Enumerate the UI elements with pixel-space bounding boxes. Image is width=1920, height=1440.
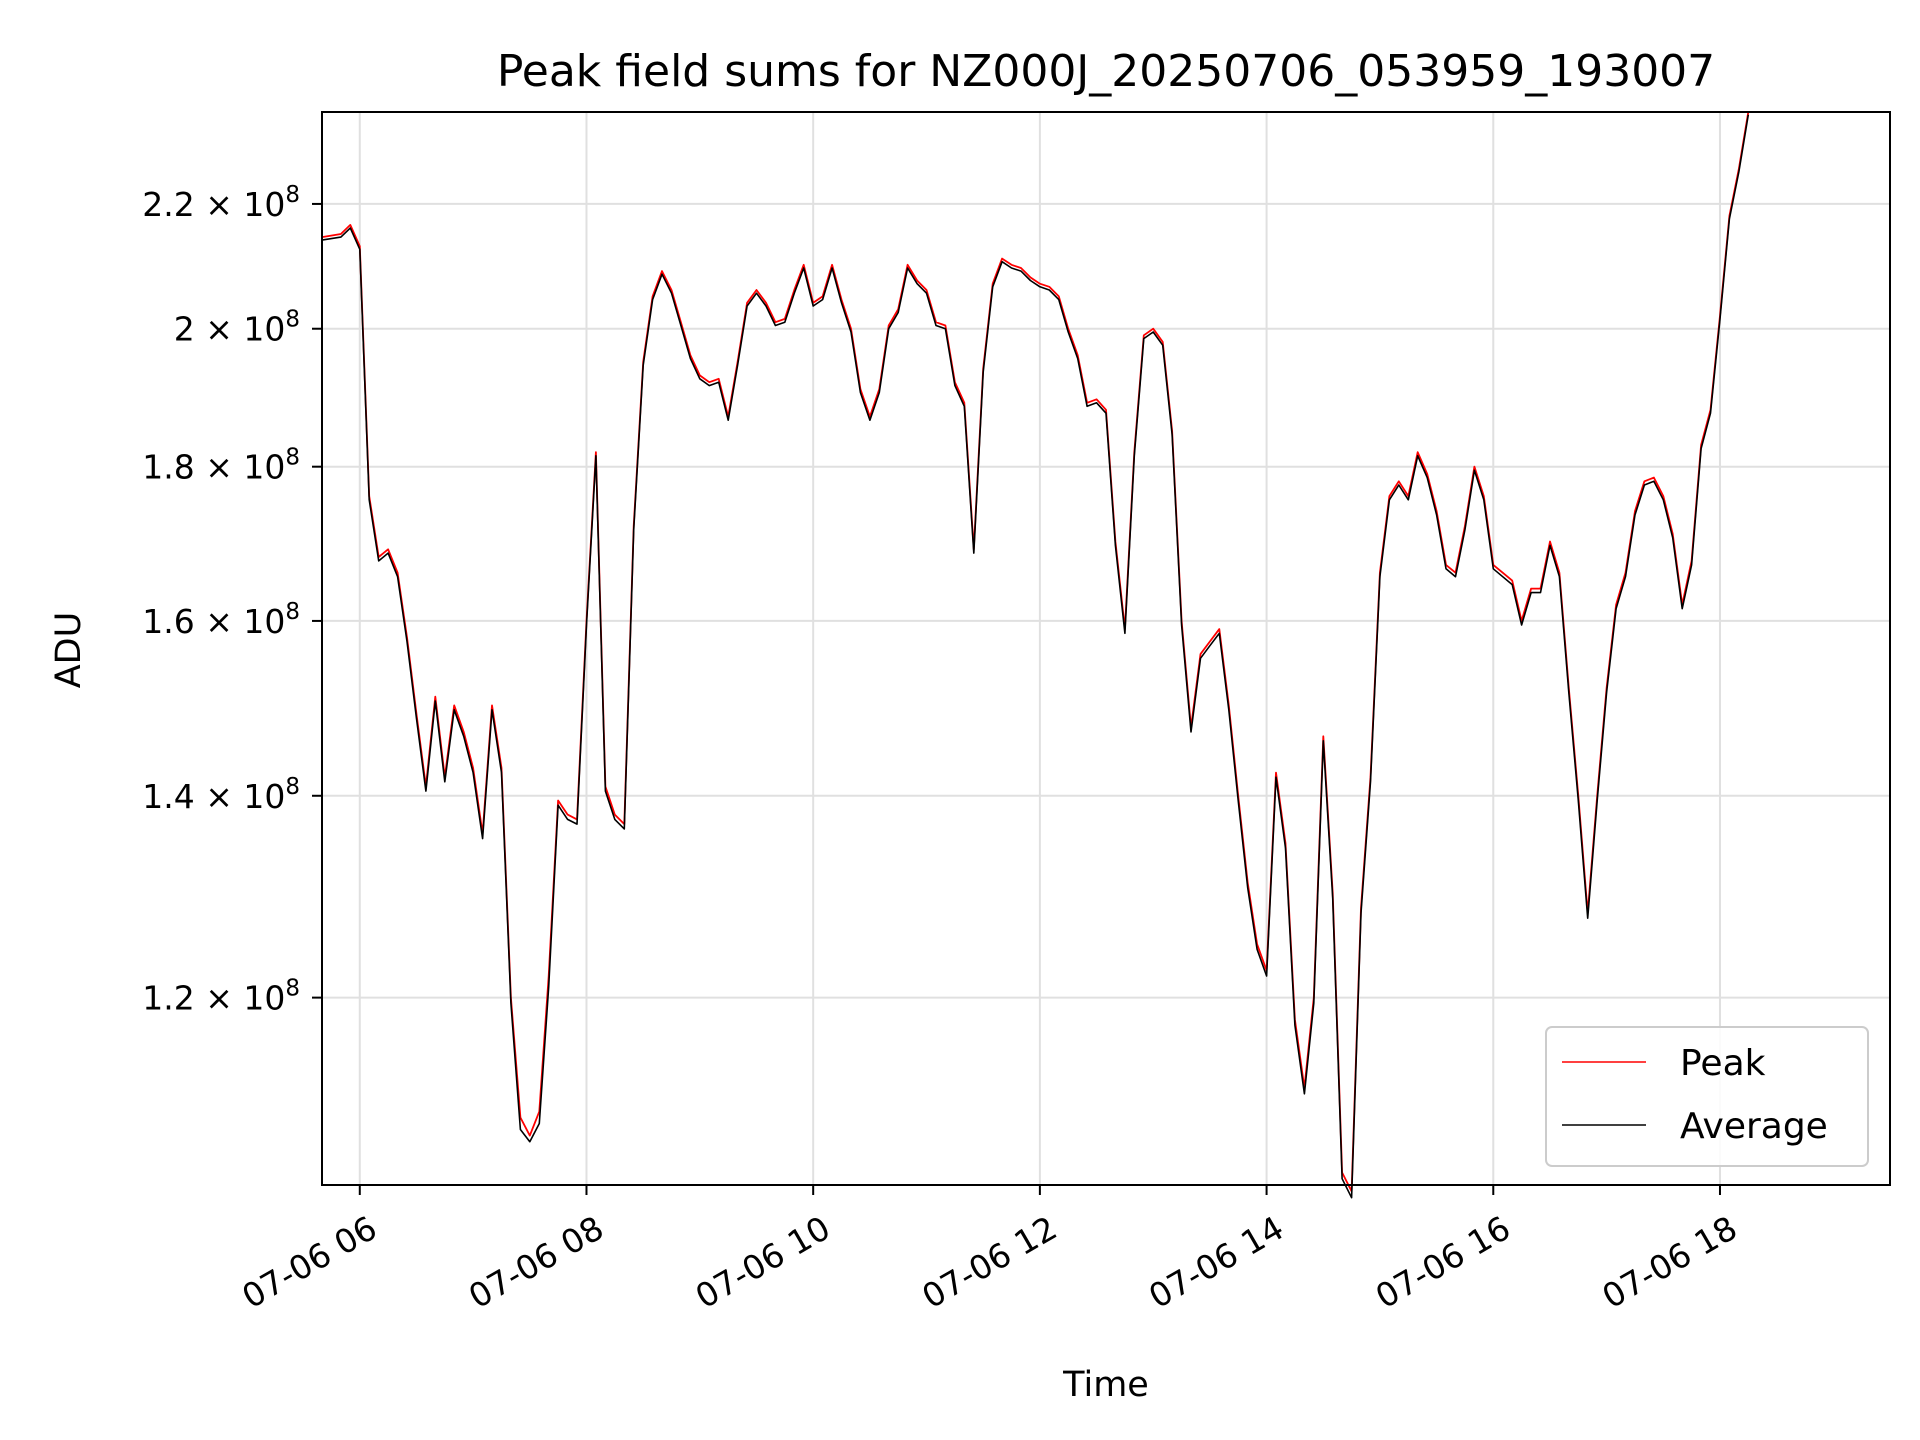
x-axis-label: Time: [1062, 1365, 1149, 1405]
legend: Peak Average: [1545, 1026, 1869, 1167]
legend-label-peak: Peak: [1680, 1043, 1766, 1084]
legend-label-average: Average: [1680, 1106, 1828, 1147]
series-line-average: [321, 114, 1750, 1199]
y-tick-label: 1.6 × 108: [142, 599, 300, 641]
plot-frame: [321, 111, 1891, 1186]
chart-title: Peak field sums for NZ000J_20250706_0539…: [497, 46, 1715, 97]
series-lines: [321, 111, 1750, 1199]
y-axis-label: ADU: [49, 612, 89, 689]
series-line-peak: [321, 111, 1750, 1193]
y-tick-label: 2.2 × 108: [142, 182, 300, 224]
y-tick-label: 1.8 × 108: [142, 445, 300, 487]
y-axis-ticks: 1.2 × 108 1.4 × 108 1.6 × 108 1.8 × 108 2 × …: [142, 182, 322, 1018]
y-tick-label: 2 × 108: [174, 307, 300, 349]
y-tick-label: 1.4 × 108: [142, 774, 300, 816]
y-tick-label: 1.2 × 108: [142, 976, 300, 1018]
grid-lines: [322, 112, 1890, 1185]
